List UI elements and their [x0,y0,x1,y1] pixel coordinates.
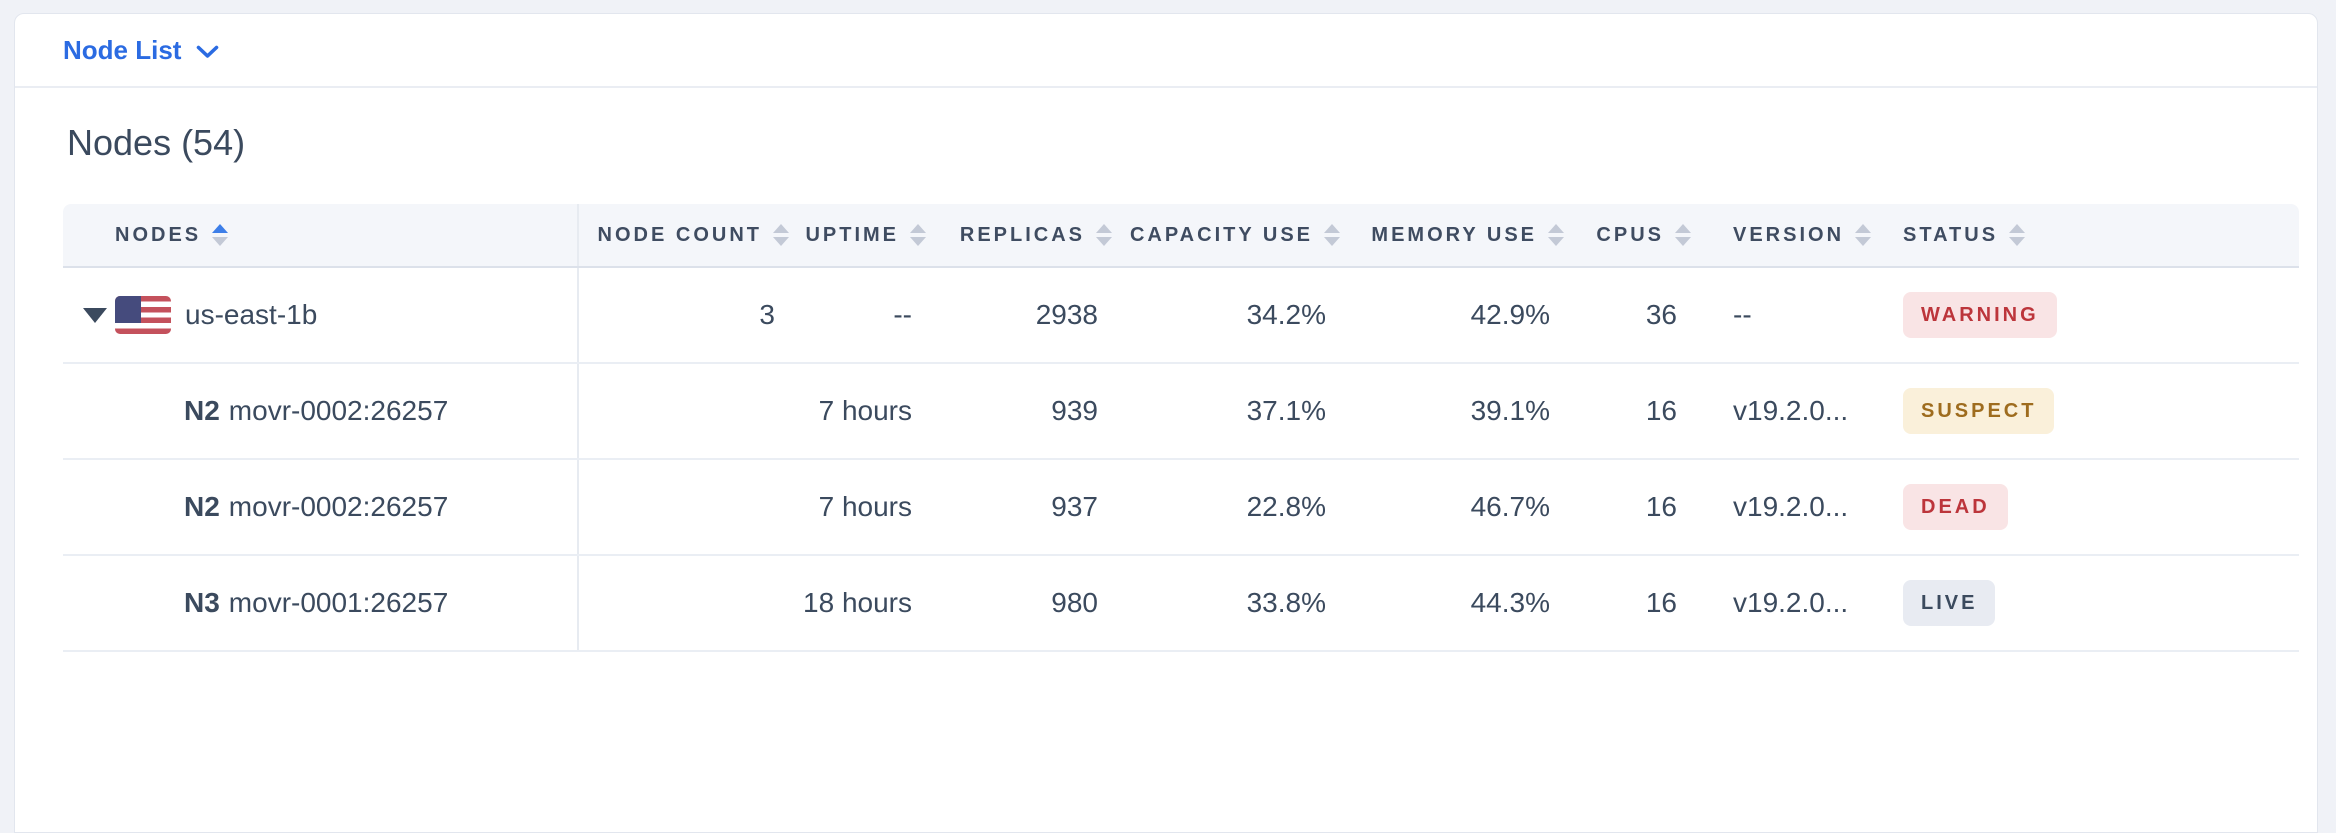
replicas-cell: 939 [1051,395,1098,426]
node-cell-content: N2 movr-0002:26257 [63,491,448,523]
table-body: us-east-1b 3 -- 2938 34.2% 42.9% 36 -- W… [63,268,2299,652]
cpus-cell: 16 [1645,491,1677,522]
status-badge: WARNING [1903,292,2057,338]
sort-icon [2009,224,2026,246]
column-header-cpus[interactable]: CPUS [1566,204,1693,266]
column-header-node-count[interactable]: NODE COUNT [579,204,791,266]
cpus-cell: 16 [1645,587,1677,618]
sort-icon [910,224,926,246]
sort-icon [1675,224,1691,246]
sort-icon [212,224,229,246]
node-count-cell [579,556,791,650]
column-header-replicas[interactable]: REPLICAS [928,204,1114,266]
sort-icon [1096,224,1112,246]
status-badge: LIVE [1903,580,1996,626]
node-count-cell [579,460,791,554]
replicas-cell: 980 [1051,587,1098,618]
memory-use-cell: 39.1% [1470,395,1550,426]
status-cell: WARNING [1889,268,2299,362]
caret-down-icon[interactable] [83,307,107,323]
column-label: NODE COUNT [597,223,762,246]
uptime-cell: 7 hours [818,491,912,522]
node-address: movr-0001:26257 [228,587,449,618]
memory-use-cell: 46.7% [1470,491,1550,522]
capacity-use-cell: 34.2% [1246,299,1326,330]
column-label: CAPACITY USE [1129,223,1313,246]
status-badge: SUSPECT [1903,388,2055,434]
table-row[interactable]: N2 movr-0002:26257 7 hours 939 37.1% 39.… [63,364,2299,460]
nodes-cell[interactable]: us-east-1b [63,268,579,362]
table-row[interactable]: us-east-1b 3 -- 2938 34.2% 42.9% 36 -- W… [63,268,2299,364]
status-cell: LIVE [1889,556,2299,650]
node-count-cell: 3 [759,299,775,330]
version-cell: -- [1733,299,1752,330]
content-area: Nodes (54) NODES NODE COUNT UPTIME REPLICAS… [15,122,2317,652]
version-cell: v19.2.0... [1733,587,1849,618]
topbar: Node List [15,14,2317,88]
version-cell: v19.2.0... [1733,395,1849,426]
nodes-cell[interactable]: N2 movr-0002:26257 [63,460,579,554]
chevron-down-icon [196,45,219,59]
node-id: N2 [184,395,220,426]
cpus-cell: 16 [1645,395,1677,426]
view-selector-label: Node List [63,34,182,65]
column-label: NODES [115,223,202,246]
table-header-row: NODES NODE COUNT UPTIME REPLICAS CAPACITY US… [63,204,2299,268]
table-row[interactable]: N3 movr-0001:26257 18 hours 980 33.8% 44… [63,556,2299,652]
column-header-version[interactable]: VERSION [1693,204,1889,266]
memory-use-cell: 42.9% [1470,299,1550,330]
uptime-cell: 18 hours [803,587,912,618]
sort-icon [1855,224,1872,246]
page-title: Nodes (54) [67,122,246,163]
us-flag-icon [115,296,171,334]
node-cell-content: N2 movr-0002:26257 [63,395,448,427]
region-cell-content: us-east-1b [63,296,317,334]
version-cell: v19.2.0... [1733,491,1849,522]
status-cell: DEAD [1889,460,2299,554]
nodes-cell[interactable]: N3 movr-0001:26257 [63,556,579,650]
node-id: N2 [184,491,220,522]
uptime-cell: 7 hours [818,395,912,426]
column-label: STATUS [1903,223,1999,246]
replicas-cell: 937 [1051,491,1098,522]
node-address: movr-0002:26257 [228,491,449,522]
column-label: REPLICAS [959,223,1085,246]
capacity-use-cell: 22.8% [1246,491,1326,522]
column-header-nodes[interactable]: NODES [63,204,579,266]
column-label: VERSION [1733,223,1845,246]
node-count-cell [579,364,791,458]
node-cell-content: N3 movr-0001:26257 [63,587,448,619]
memory-use-cell: 44.3% [1470,587,1550,618]
column-label: UPTIME [805,223,899,246]
column-label: CPUS [1596,223,1664,246]
capacity-use-cell: 37.1% [1246,395,1326,426]
region-name: us-east-1b [185,299,318,330]
column-header-status[interactable]: STATUS [1889,204,2299,266]
replicas-cell: 2938 [1035,299,1098,330]
status-cell: SUSPECT [1889,364,2299,458]
node-id: N3 [184,587,220,618]
cpus-cell: 36 [1645,299,1677,330]
capacity-use-cell: 33.8% [1246,587,1326,618]
node-address: movr-0002:26257 [228,395,449,426]
sort-icon [1548,224,1564,246]
status-badge: DEAD [1903,484,2008,530]
node-list-card: Node List Nodes (54) NODES NODE COUNT UPTI… [14,13,2318,833]
column-header-memory-use[interactable]: MEMORY USE [1342,204,1566,266]
column-header-capacity-use[interactable]: CAPACITY USE [1114,204,1342,266]
column-label: MEMORY USE [1371,223,1537,246]
uptime-cell: -- [893,299,912,330]
nodes-table: NODES NODE COUNT UPTIME REPLICAS CAPACITY US… [63,204,2299,652]
sort-icon [773,224,789,246]
sort-icon [1324,224,1340,246]
column-header-uptime[interactable]: UPTIME [791,204,928,266]
nodes-cell[interactable]: N2 movr-0002:26257 [63,364,579,458]
table-row[interactable]: N2 movr-0002:26257 7 hours 937 22.8% 46.… [63,460,2299,556]
view-selector-dropdown[interactable]: Node List [63,35,219,66]
